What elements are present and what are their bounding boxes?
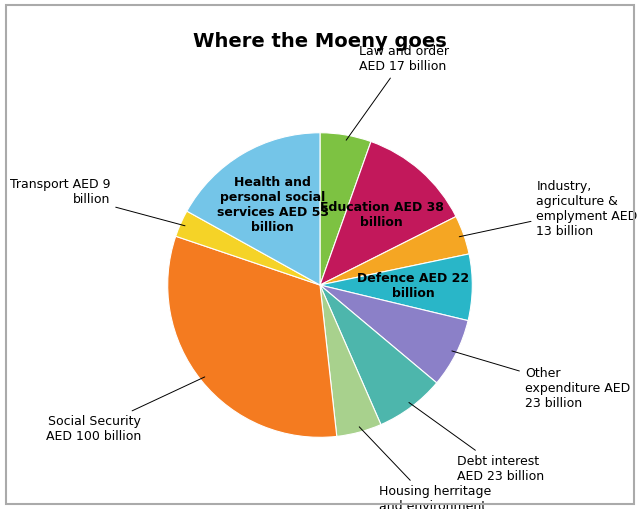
Title: Where the Moeny goes: Where the Moeny goes — [193, 32, 447, 51]
Text: Law and order
AED 17 billion: Law and order AED 17 billion — [346, 45, 449, 140]
Wedge shape — [320, 133, 371, 285]
Text: Housing herritage
and environment
AED 15 billion: Housing herritage and environment AED 15… — [359, 427, 492, 509]
Wedge shape — [176, 211, 320, 285]
Text: Health and
personal social
services AED 53
billion: Health and personal social services AED … — [217, 176, 329, 234]
Text: Industry,
agriculture &
emplyment AED
13 billion: Industry, agriculture & emplyment AED 13… — [460, 180, 637, 238]
Wedge shape — [320, 285, 381, 436]
Wedge shape — [320, 254, 472, 321]
Text: Defence AED 22
billion: Defence AED 22 billion — [357, 272, 469, 300]
Wedge shape — [187, 133, 320, 285]
Wedge shape — [320, 285, 436, 425]
Text: Transport AED 9
billion: Transport AED 9 billion — [10, 178, 185, 226]
Text: Social Security
AED 100 billion: Social Security AED 100 billion — [46, 377, 205, 443]
Wedge shape — [320, 216, 469, 285]
Wedge shape — [168, 236, 337, 437]
Text: Other
expenditure AED
23 billion: Other expenditure AED 23 billion — [452, 351, 630, 410]
Wedge shape — [320, 142, 456, 285]
Text: Education AED 38
billion: Education AED 38 billion — [320, 201, 444, 229]
Text: Debt interest
AED 23 billion: Debt interest AED 23 billion — [409, 403, 545, 483]
Wedge shape — [320, 285, 468, 383]
